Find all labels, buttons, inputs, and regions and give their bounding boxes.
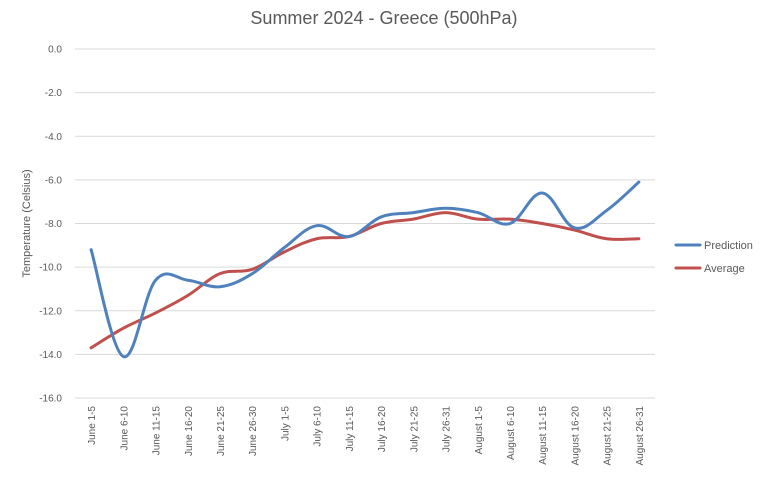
y-tick-label: -12.0 bbox=[39, 306, 62, 317]
x-tick-label: August 11-15 bbox=[538, 406, 549, 465]
x-tick-label: June 26-30 bbox=[248, 406, 259, 456]
y-tick-label: -10.0 bbox=[39, 263, 62, 274]
x-tick-label: August 26-31 bbox=[635, 406, 646, 466]
y-axis-ticks: 0.0 -2.0 -4.0 -6.0 -8.0 -10.0 -12.0 -14.0 -16.0 bbox=[39, 45, 62, 405]
gridlines bbox=[75, 48, 655, 399]
legend-label: Average bbox=[704, 263, 745, 275]
y-tick-label: -2.0 bbox=[45, 88, 63, 99]
x-axis-ticks: June 1-5 June 6-10 June 11-15 June 16-20 Jun… bbox=[87, 406, 646, 466]
series-line-average bbox=[89, 211, 641, 350]
x-tick-label: July 21-25 bbox=[409, 406, 420, 453]
series-line-prediction bbox=[89, 180, 641, 359]
y-tick-label: -6.0 bbox=[45, 175, 63, 186]
x-tick-label: June 16-20 bbox=[184, 406, 195, 456]
x-tick-label: June 11-15 bbox=[152, 406, 163, 456]
x-tick-label: July 16-20 bbox=[377, 406, 388, 453]
y-tick-label: -8.0 bbox=[45, 219, 63, 230]
chart-title: Summer 2024 - Greece (500hPa) bbox=[250, 8, 518, 28]
y-axis-title: Temperature (Celsius) bbox=[21, 169, 33, 277]
x-tick-label: June 1-5 bbox=[87, 406, 98, 445]
x-tick-label: July 11-15 bbox=[345, 406, 356, 452]
y-tick-label: -16.0 bbox=[39, 394, 62, 405]
y-tick-label: -14.0 bbox=[39, 350, 62, 361]
x-tick-label: August 16-20 bbox=[570, 406, 581, 466]
x-tick-label: July 26-31 bbox=[442, 406, 453, 453]
x-tick-label: August 6-10 bbox=[506, 406, 517, 460]
y-tick-label: 0.0 bbox=[48, 45, 62, 56]
x-tick-label: June 6-10 bbox=[119, 406, 130, 451]
y-tick-label: -4.0 bbox=[45, 132, 63, 143]
x-tick-label: August 1-5 bbox=[474, 406, 485, 455]
x-tick-label: July 6-10 bbox=[313, 406, 324, 447]
legend-label: Prediction bbox=[704, 240, 753, 252]
legend: Prediction Average bbox=[674, 240, 753, 275]
series-lines bbox=[89, 180, 641, 359]
x-tick-label: August 21-25 bbox=[603, 406, 614, 466]
x-tick-label: July 1-5 bbox=[280, 406, 291, 441]
x-tick-label: June 21-25 bbox=[216, 406, 227, 456]
